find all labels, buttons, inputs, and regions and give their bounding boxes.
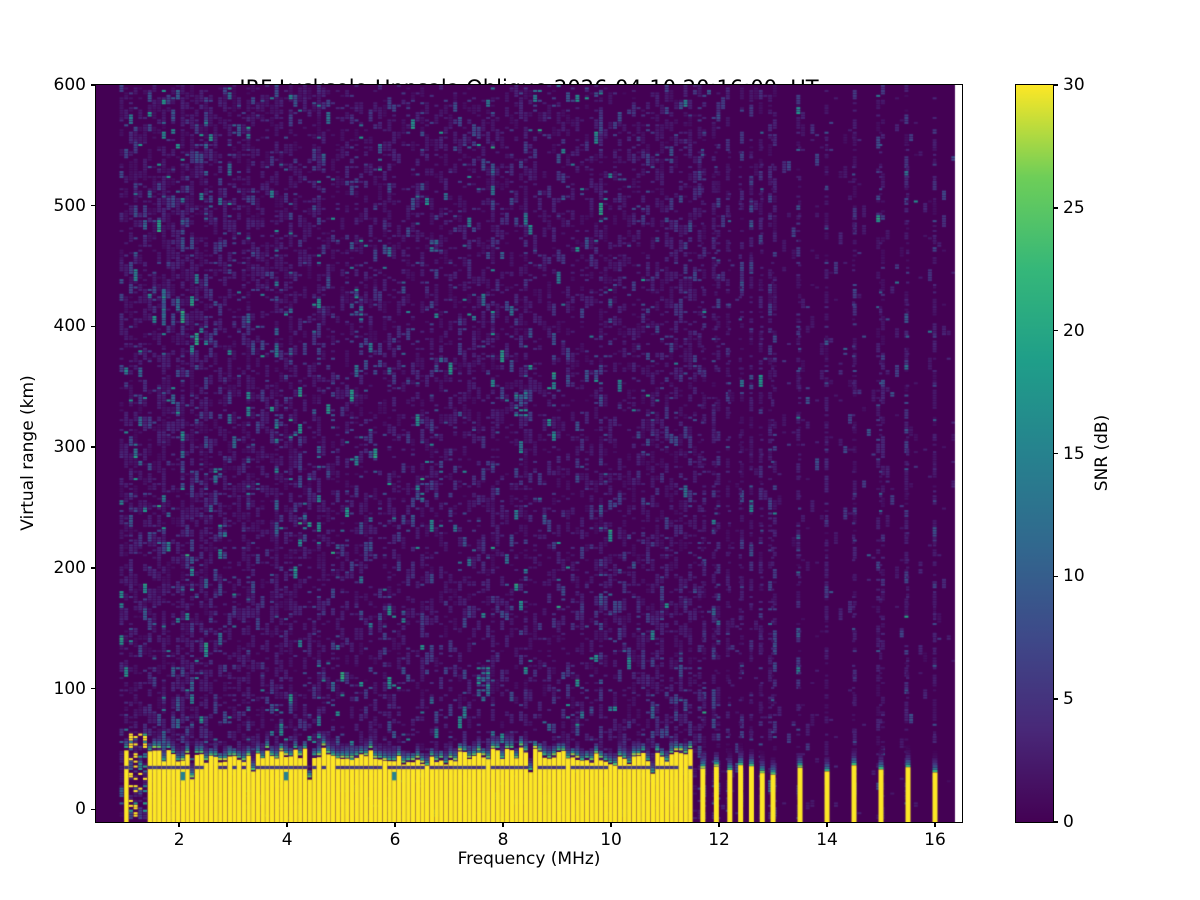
x-tick-mark (178, 823, 180, 827)
colorbar-tick-label: 10 (1063, 566, 1085, 587)
y-tick-mark (91, 84, 95, 86)
colorbar-tick-mark (1054, 84, 1058, 86)
y-tick-mark (91, 325, 95, 328)
x-tick-label: 10 (600, 830, 622, 850)
x-tick-label: 8 (497, 830, 509, 850)
x-tick-label: 6 (389, 830, 401, 850)
y-tick-label: 0 (75, 799, 86, 820)
heatmap-canvas (96, 85, 962, 822)
x-tick-mark (394, 823, 396, 827)
y-tick-label: 200 (53, 557, 86, 578)
colorbar-tick-label: 0 (1063, 812, 1074, 832)
y-tick-label: 100 (53, 678, 86, 699)
colorbar-tick-mark (1054, 329, 1058, 332)
colorbar-tick-label: 25 (1063, 197, 1085, 218)
y-tick-label: 300 (53, 437, 86, 458)
y-tick-label: 600 (53, 75, 86, 95)
colorbar-tick-label: 30 (1063, 75, 1085, 95)
x-tick-label: 14 (816, 830, 838, 850)
x-tick-mark (826, 823, 828, 827)
colorbar-tick-mark (1054, 452, 1058, 455)
y-tick-mark (91, 567, 95, 569)
y-tick-mark (91, 808, 95, 811)
colorbar-tick-label: 15 (1063, 443, 1085, 464)
colorbar-label: SNR (dB) (1092, 414, 1112, 492)
plot-area (95, 84, 963, 823)
x-tick-mark (934, 823, 936, 827)
x-tick-mark (610, 823, 612, 827)
x-tick-label: 16 (924, 830, 946, 850)
colorbar-tick-label: 5 (1063, 689, 1074, 710)
colorbar-tick-mark (1054, 821, 1058, 823)
colorbar-tick-mark (1054, 207, 1058, 209)
y-tick-label: 500 (53, 195, 86, 216)
colorbar-tick-mark (1054, 575, 1058, 578)
x-tick-label: 12 (708, 830, 730, 850)
x-tick-mark (286, 823, 288, 827)
x-axis-label: Frequency (MHz) (457, 849, 601, 869)
x-tick-label: 4 (281, 830, 293, 850)
y-tick-mark (91, 204, 95, 207)
y-axis-label: Virtual range (km) (18, 375, 38, 531)
x-tick-label: 2 (173, 830, 185, 850)
colorbar-gradient (1015, 84, 1054, 823)
y-tick-label: 400 (53, 316, 86, 337)
colorbar-tick-mark (1054, 698, 1058, 700)
x-tick-mark (502, 823, 504, 827)
y-tick-mark (91, 446, 95, 448)
x-tick-mark (718, 823, 720, 827)
y-tick-mark (91, 687, 95, 690)
colorbar-tick-label: 20 (1063, 320, 1085, 341)
